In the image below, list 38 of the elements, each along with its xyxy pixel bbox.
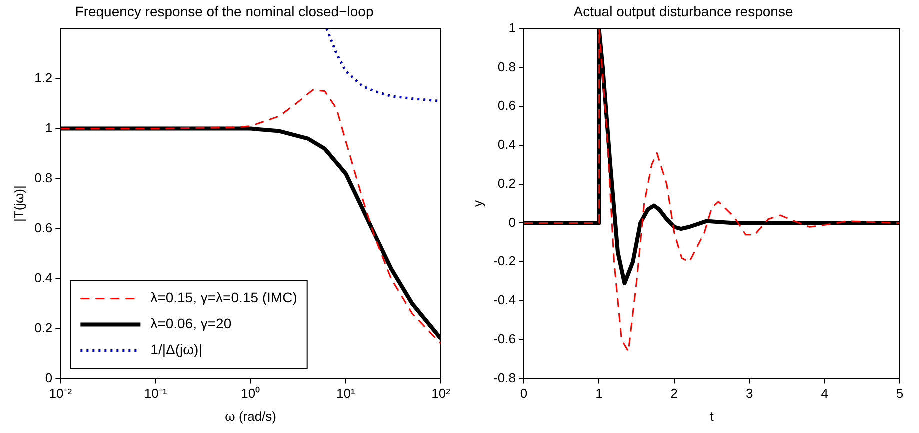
y-tick-label: 0.8: [498, 59, 516, 74]
legend-label: λ=0.06, γ=20: [150, 316, 232, 332]
x-tick-label: 10¹: [336, 386, 356, 402]
x-tick-label: 0: [520, 386, 528, 402]
y-tick-label: 0.4: [34, 270, 53, 286]
x-tick-label: 3: [746, 386, 754, 402]
y-tick-label: 1: [508, 20, 516, 36]
x-tick-label: 10²: [432, 386, 452, 402]
y-tick-label: 0: [45, 370, 53, 386]
x-tick-label: 4: [821, 386, 828, 402]
chart-title: Actual output disturbance response: [574, 3, 794, 20]
x-tick-label: 10⁻¹: [144, 386, 168, 402]
x-tick-label: 10⁻²: [49, 386, 73, 402]
line-series: [524, 28, 900, 352]
y-tick-label: 1: [45, 120, 53, 136]
y-tick-label: 0.4: [498, 137, 516, 152]
x-axis-title: ω (rad/s): [225, 408, 276, 424]
x-tick-label: 1: [596, 386, 603, 402]
y-tick-label: -0.2: [494, 254, 516, 269]
y-tick-label: -0.8: [494, 370, 516, 386]
x-axis-title: t: [710, 408, 714, 424]
legend-label: λ=0.15, γ=λ=0.15 (IMC): [150, 290, 298, 306]
y-tick-label: 0.2: [34, 320, 53, 336]
x-tick-label: 5: [896, 386, 904, 402]
y-tick-label: 0.6: [498, 98, 516, 114]
chart-title: Frequency response of the nominal closed−loop: [75, 3, 374, 20]
x-tick-label: 2: [670, 386, 678, 402]
y-tick-label: 0.2: [498, 176, 516, 191]
y-tick-label: -0.6: [494, 331, 516, 346]
y-tick-label: -0.4: [494, 292, 516, 308]
y-tick-label: 0.8: [34, 170, 53, 186]
legend-label: 1/|Δ(jω)|: [150, 342, 202, 358]
x-tick-label: 10⁰: [241, 386, 261, 402]
y-axis-title: y: [470, 200, 486, 208]
y-axis-title: |T(jω)|: [11, 186, 26, 222]
y-tick-label: 1.2: [34, 70, 53, 86]
y-tick-label: 0.6: [34, 220, 53, 236]
y-tick-label: 0: [508, 214, 516, 230]
